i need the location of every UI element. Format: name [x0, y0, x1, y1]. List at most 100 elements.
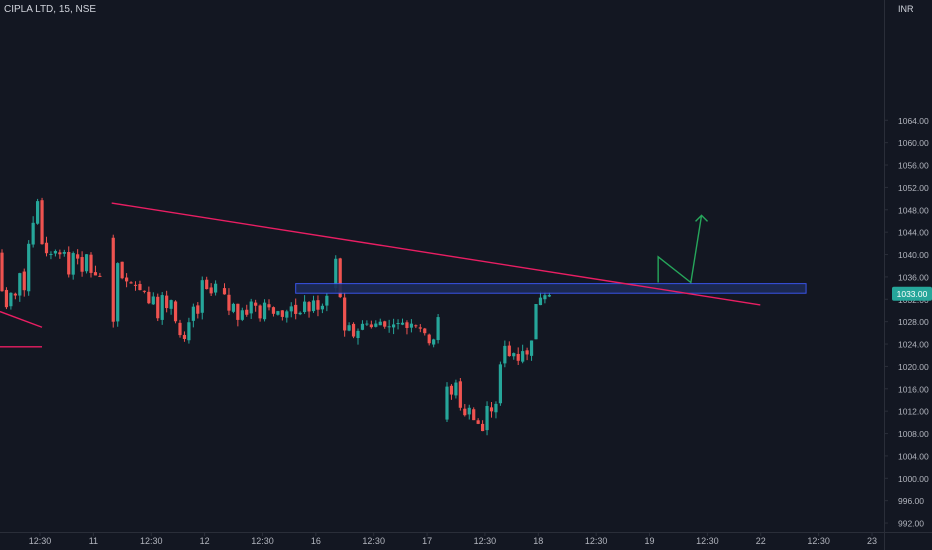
candle-down — [405, 322, 409, 328]
candle-down — [111, 237, 115, 322]
x-tick-label: 12:30 — [140, 536, 163, 546]
y-tick-label: 1024.00 — [898, 340, 929, 350]
candle-down — [280, 310, 284, 317]
candle-down — [236, 303, 240, 320]
candle-down — [489, 407, 494, 412]
candle-down — [67, 251, 71, 275]
candle-down — [173, 301, 178, 322]
x-tick-label: 12:30 — [807, 536, 830, 546]
candle-up — [160, 295, 164, 320]
x-tick-label: 23 — [867, 536, 877, 546]
x-tick-label: 19 — [645, 536, 655, 546]
y-tick-label: 1016.00 — [898, 384, 929, 394]
candle-up — [445, 386, 449, 420]
candle-up — [298, 312, 302, 315]
y-tick-label: 1048.00 — [898, 205, 929, 215]
x-tick-label: 12:30 — [362, 536, 385, 546]
candle-up — [347, 325, 351, 331]
candle-down — [472, 409, 476, 421]
y-tick-label: 1044.00 — [898, 228, 929, 238]
x-tick-label: 12:30 — [29, 536, 52, 546]
y-tick-label: 1020.00 — [898, 362, 929, 372]
candle-down — [258, 305, 262, 319]
candle-up — [262, 302, 267, 320]
candle-up — [71, 253, 75, 275]
candle-up — [231, 303, 235, 312]
last-price-badge — [892, 286, 932, 301]
candle-down — [383, 321, 387, 327]
candle-down — [44, 242, 49, 254]
x-tick-label: 22 — [756, 536, 766, 546]
candle-up — [62, 251, 66, 254]
y-tick-label: 1012.00 — [898, 407, 929, 417]
candle-up — [387, 326, 391, 328]
candle-down — [182, 334, 187, 339]
candle-up — [31, 222, 35, 245]
candle-up — [512, 353, 516, 357]
candle-down — [196, 305, 200, 314]
symbol-header: CIPLA LTD, 15, NSE — [4, 4, 97, 15]
candle-up — [200, 280, 204, 313]
candle-up — [521, 351, 525, 362]
candle-down — [129, 282, 133, 284]
candle-down — [209, 287, 213, 294]
candle-up — [547, 295, 551, 297]
candle-down — [481, 423, 485, 432]
currency-label: INR — [898, 4, 914, 14]
candle-up — [27, 243, 31, 292]
candle-down — [133, 284, 138, 286]
candle-up — [503, 345, 507, 364]
candle-up — [534, 304, 538, 340]
support-resistance-zone — [295, 283, 807, 294]
candle-up — [494, 403, 498, 413]
candle-down — [0, 252, 4, 292]
candle-up — [191, 306, 195, 321]
candle-down — [525, 350, 529, 355]
candle-down — [423, 328, 427, 334]
candle-up — [529, 340, 534, 356]
candle-up — [467, 407, 471, 415]
candle-up — [187, 322, 191, 341]
candle-down — [476, 420, 480, 424]
x-tick-label: 16 — [311, 536, 321, 546]
x-tick-label: 12:30 — [474, 536, 497, 546]
y-tick-label: 1000.00 — [898, 474, 929, 484]
last-price-label: 1033.00 — [897, 289, 928, 299]
candle-up — [36, 201, 40, 224]
drawing-overlays[interactable] — [0, 202, 807, 348]
candle-up — [116, 263, 120, 322]
candle-down — [142, 290, 146, 292]
candle-down — [294, 304, 298, 314]
candle-up — [374, 323, 378, 327]
candle-up — [249, 301, 253, 314]
candle-down — [98, 275, 102, 277]
candle-down — [254, 302, 258, 306]
y-tick-label: 1004.00 — [898, 451, 929, 461]
y-tick-label: 1040.00 — [898, 250, 929, 260]
candle-down — [22, 271, 26, 291]
candle-up — [276, 311, 280, 315]
candle-up — [151, 296, 155, 305]
candle-up — [365, 323, 369, 325]
candle-down — [222, 288, 227, 295]
candle-up — [169, 300, 173, 309]
candle-down — [316, 300, 320, 310]
candle-up — [334, 258, 338, 289]
candle-down — [427, 334, 431, 344]
candle-up — [538, 297, 543, 306]
candlestick-series — [0, 197, 551, 436]
candle-up — [18, 273, 22, 296]
candle-down — [414, 325, 418, 327]
candle-up — [436, 317, 440, 341]
candle-down — [449, 385, 454, 395]
candle-down — [507, 345, 511, 357]
y-tick-label: 1052.00 — [898, 183, 929, 193]
candle-down — [120, 261, 124, 279]
candle-down — [125, 277, 129, 282]
candle-up — [303, 301, 307, 313]
y-tick-label: 1028.00 — [898, 317, 929, 327]
candle-up — [409, 323, 413, 328]
x-tick-label: 12:30 — [696, 536, 719, 546]
